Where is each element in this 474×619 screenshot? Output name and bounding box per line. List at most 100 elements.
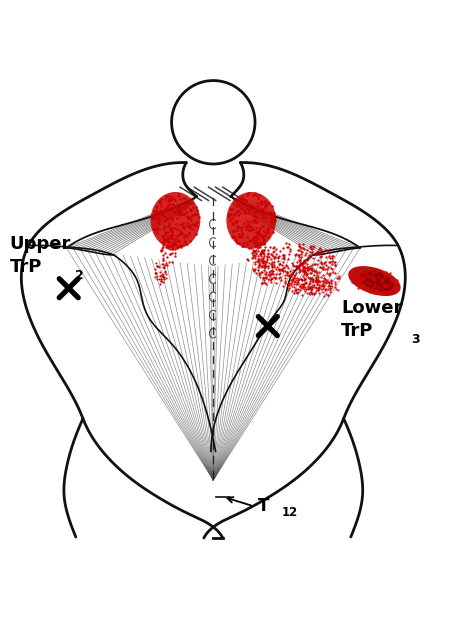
Point	[260, 273, 268, 283]
Point	[181, 223, 188, 233]
Point	[302, 267, 310, 277]
Point	[308, 274, 315, 284]
Point	[292, 269, 300, 279]
Point	[240, 241, 247, 251]
Point	[180, 240, 187, 250]
Point	[249, 224, 256, 234]
Point	[259, 257, 266, 267]
Point	[176, 206, 184, 216]
Point	[246, 217, 254, 227]
Point	[285, 280, 293, 290]
Point	[291, 271, 298, 281]
Point	[313, 274, 320, 284]
Point	[261, 202, 269, 212]
Point	[307, 243, 315, 253]
Point	[317, 251, 325, 261]
Point	[296, 282, 304, 292]
Point	[157, 275, 165, 285]
Point	[164, 241, 172, 251]
Point	[259, 248, 267, 258]
Point	[292, 284, 300, 294]
Point	[295, 261, 303, 271]
Point	[242, 220, 249, 230]
Point	[303, 259, 311, 269]
Point	[152, 206, 159, 215]
Point	[314, 275, 322, 285]
Point	[275, 269, 283, 279]
Point	[269, 259, 276, 269]
Point	[234, 206, 242, 216]
Point	[299, 275, 306, 285]
Point	[288, 269, 296, 279]
Point	[174, 206, 182, 215]
Point	[228, 219, 236, 228]
Point	[159, 272, 167, 282]
Point	[151, 213, 159, 223]
Point	[251, 258, 259, 267]
Point	[293, 277, 301, 287]
Point	[183, 218, 191, 228]
Point	[289, 266, 296, 275]
Point	[281, 273, 289, 283]
Point	[387, 272, 395, 282]
Point	[176, 194, 183, 204]
Point	[389, 276, 397, 286]
Point	[299, 258, 307, 268]
Point	[267, 274, 274, 284]
Point	[253, 227, 260, 237]
Point	[272, 269, 280, 279]
Point	[295, 251, 302, 261]
Point	[310, 264, 318, 274]
Point	[307, 289, 314, 299]
Point	[299, 259, 306, 269]
Point	[261, 256, 268, 266]
Point	[258, 239, 266, 249]
Point	[252, 212, 260, 222]
Point	[233, 201, 241, 211]
Point	[239, 194, 246, 204]
Point	[311, 259, 319, 269]
Point	[233, 200, 241, 210]
Point	[295, 245, 303, 255]
Point	[167, 223, 175, 233]
Point	[279, 258, 287, 267]
Point	[363, 267, 370, 277]
Point	[309, 275, 317, 285]
Point	[296, 281, 303, 291]
Point	[306, 252, 314, 262]
Point	[168, 215, 175, 225]
Point	[254, 251, 262, 261]
Point	[331, 277, 339, 287]
Point	[150, 209, 157, 219]
Point	[231, 216, 238, 226]
Point	[295, 263, 303, 273]
Point	[270, 246, 278, 256]
Point	[171, 239, 179, 249]
Point	[162, 260, 169, 270]
Point	[166, 214, 174, 223]
Point	[186, 236, 194, 246]
Point	[253, 217, 261, 227]
Point	[300, 239, 307, 249]
Point	[382, 280, 389, 290]
Point	[173, 235, 181, 245]
Text: T: T	[258, 497, 270, 515]
Point	[166, 249, 173, 259]
Point	[150, 206, 157, 215]
Point	[282, 238, 290, 248]
Point	[297, 279, 305, 289]
Point	[378, 282, 386, 292]
Point	[335, 271, 343, 281]
Point	[309, 260, 316, 270]
Point	[263, 228, 270, 238]
Point	[255, 229, 263, 239]
Point	[324, 277, 331, 287]
Point	[245, 225, 252, 235]
Point	[260, 221, 267, 231]
Point	[187, 206, 195, 215]
Point	[159, 262, 166, 272]
Point	[177, 230, 184, 240]
Point	[153, 228, 160, 238]
Point	[157, 194, 164, 204]
Point	[283, 267, 291, 277]
